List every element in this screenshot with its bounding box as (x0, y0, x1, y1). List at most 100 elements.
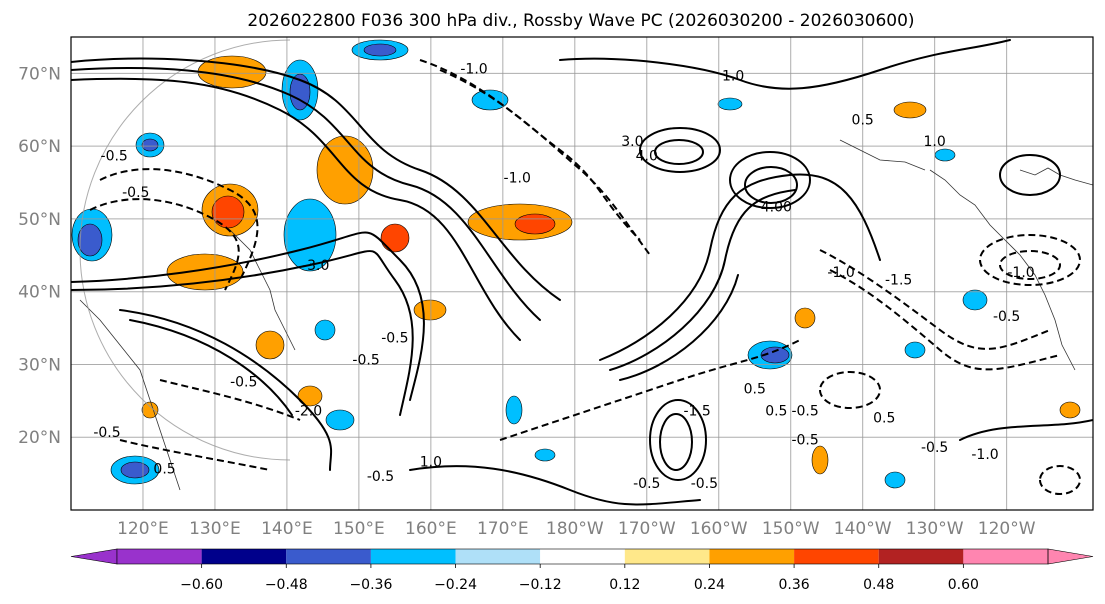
closed-negative-contour (999, 250, 1061, 280)
contour-value-label: 4.00 (761, 200, 792, 216)
contour-value-label: -0.5 (101, 149, 128, 165)
contour-value-label: -0.5 (367, 469, 394, 485)
closed-negative-contour (1039, 465, 1081, 495)
divergence-patch (904, 341, 926, 359)
negative-contour (119, 439, 271, 471)
coastlines (79, 139, 1093, 491)
negative-contour (439, 69, 651, 256)
longitude-label: 130°E (189, 519, 241, 539)
asia-coastline (79, 299, 181, 491)
map-frame (70, 36, 1094, 511)
longitude-label: 170°W (618, 519, 676, 539)
negative-contour (99, 168, 259, 281)
colorbar-segment (794, 549, 879, 564)
colorbar-tick-label: 0.36 (779, 577, 810, 593)
contour-value-label: -1.0 (460, 61, 487, 77)
latitude-label: 30°N (18, 355, 61, 375)
map-title: 2026022800 F036 300 hPa div., Rossby Wav… (247, 11, 914, 31)
colorbar-tick-label: −0.60 (180, 577, 223, 593)
colorbar-tick-label: 0.60 (948, 577, 979, 593)
contour-value-label: -0.5 (691, 476, 718, 492)
contour-value-label: 1.0 (722, 69, 744, 85)
colorbar-extend-max (1047, 548, 1094, 565)
positive-contour (409, 465, 701, 506)
colorbar-segment (286, 549, 371, 564)
contour-value-label: -0.5 (791, 433, 818, 449)
closed-positive-contour (999, 154, 1061, 196)
divergence-patch (934, 148, 956, 162)
colorbar-segment (370, 549, 456, 564)
contour-value-label: -0.5 (921, 440, 948, 456)
longitude-label: 120°W (978, 519, 1036, 539)
longitude-label: 140°E (261, 519, 313, 539)
colorbar-segment (963, 549, 1048, 564)
latitude-label: 20°N (18, 428, 61, 448)
colorbar-extend-min (70, 548, 118, 565)
north-america-coastline (929, 169, 1076, 371)
contour-value-label: -2.0 (295, 403, 322, 419)
divergence-patch (314, 319, 336, 341)
latitude-label: 70°N (18, 64, 61, 84)
closed-positive-contour (654, 139, 704, 165)
longitude-label: 160°W (690, 519, 748, 539)
positive-contour (119, 309, 333, 471)
contour-label-layer: -0.5 -0.5 -0.5 -0.5 0.5 0.5 -0.5 1.0 -2.0 -0.5 -0.… (93, 61, 1034, 492)
divergence-patch (297, 385, 323, 407)
longitude-label: 120°E (117, 519, 169, 539)
contour-value-label: 1.0 (420, 454, 442, 470)
divergence-patch (514, 213, 556, 235)
longitude-label: 160°E (405, 519, 457, 539)
divergence-patch (717, 97, 743, 111)
divergence-patch (893, 101, 927, 119)
graticule (71, 37, 1093, 510)
divergence-patch (325, 409, 355, 431)
map-panel: -0.5 -0.5 -0.5 -0.5 0.5 0.5 -0.5 1.0 -2.0 -0.5 -0.… (70, 36, 1094, 511)
positive-contour (71, 77, 521, 341)
colorbar-outline (116, 548, 1049, 565)
divergence-patch (811, 445, 829, 475)
colorbar-tick-label: −0.12 (519, 577, 562, 593)
positive-contour (619, 274, 739, 381)
colorbar-tick-label: 0.48 (863, 577, 894, 593)
closed-positive-contour (659, 413, 693, 471)
colorbar-segment (624, 549, 710, 564)
divergence-patch (283, 198, 337, 272)
closed-negative-contour (979, 234, 1081, 286)
colorbar-segment (878, 549, 964, 564)
japan-coastline (229, 229, 296, 351)
latitude-axis: 70°N 60°N 50°N 40°N 30°N 20°N (18, 64, 61, 448)
divergence-patch (380, 223, 410, 253)
closed-positive-contour (649, 399, 707, 481)
contour-value-label: -1.0 (971, 447, 998, 463)
divergence-patch (1059, 401, 1081, 419)
divergence-patch (413, 299, 447, 321)
contour-value-label: -1.0 (827, 265, 854, 281)
latitude-label: 60°N (18, 137, 61, 157)
positive-contour (609, 189, 796, 371)
longitude-label: 150°W (762, 519, 820, 539)
contour-value-label: 0.5 (852, 112, 874, 128)
positive-contour (599, 173, 881, 361)
longitude-label: 180°W (546, 519, 604, 539)
contour-value-label: -0.5 (381, 331, 408, 347)
contour-value-label: -0.5 (93, 425, 120, 441)
colorbar-tick-label: −0.36 (349, 577, 392, 593)
divergence-patch (471, 89, 509, 111)
closed-positive-contour (639, 127, 721, 173)
alaska-coastline (1019, 167, 1093, 186)
colorbar-segment (540, 549, 625, 564)
negative-contour (819, 249, 1051, 350)
longitude-label: 170°E (477, 519, 529, 539)
colorbar-segment (117, 549, 202, 564)
negative-contour (419, 59, 641, 241)
divergence-patch (534, 448, 556, 462)
contour-value-label: 0.5 (873, 411, 895, 427)
positive-contour (71, 231, 425, 401)
colorbar-tick-label: −0.24 (434, 577, 477, 593)
colorbar-segment (455, 549, 541, 564)
divergence-patch (77, 223, 103, 257)
longitude-label: 140°W (834, 519, 892, 539)
longitude-label: 150°E (333, 519, 385, 539)
longitude-label: 130°W (906, 519, 964, 539)
contour-value-label: -0.5 (230, 374, 257, 390)
